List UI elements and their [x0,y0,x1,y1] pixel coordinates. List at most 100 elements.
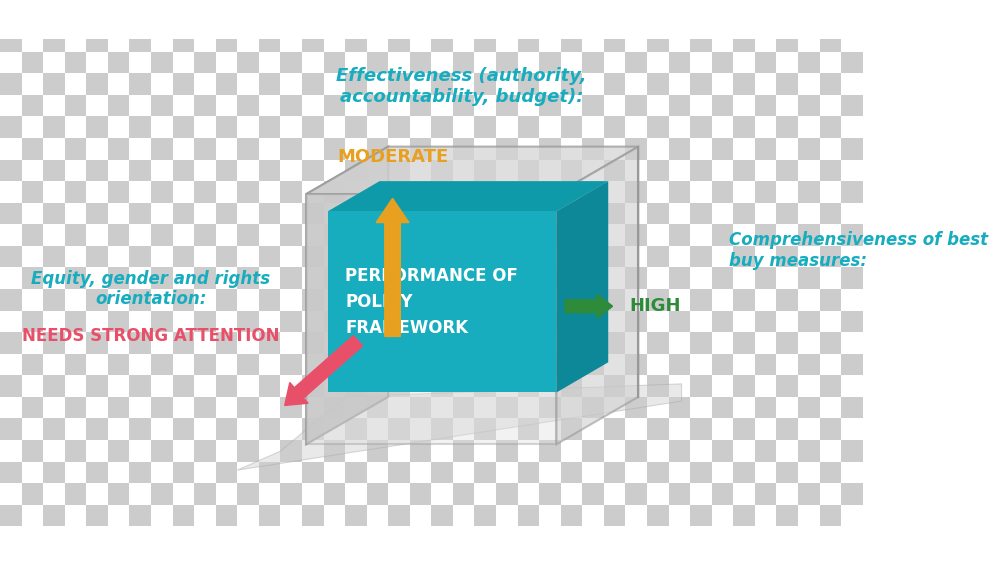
Bar [582,73,604,95]
Bar [539,397,561,418]
Bar [539,30,561,52]
Bar [841,116,863,138]
Bar [129,95,151,116]
Bar [388,397,410,418]
Bar [237,95,259,116]
Bar [712,418,733,440]
Bar [367,505,388,526]
Bar [625,203,647,224]
Bar [302,418,324,440]
Bar [129,289,151,311]
Bar [690,311,712,332]
Bar [863,267,884,289]
Bar [43,418,65,440]
Bar [798,116,820,138]
Bar [647,375,669,397]
Bar [625,505,647,526]
Bar [259,181,280,203]
Bar [216,311,237,332]
Bar [388,159,410,181]
Bar [669,418,690,440]
Bar [65,375,86,397]
Bar [863,462,884,483]
Bar [496,505,518,526]
Bar [518,8,539,30]
Bar [22,289,43,311]
Bar [625,440,647,462]
Bar [733,138,755,159]
Bar [776,440,798,462]
Bar [431,354,453,375]
Bar [129,267,151,289]
Bar [625,483,647,505]
Bar [647,311,669,332]
Bar [453,289,474,311]
Bar [65,505,86,526]
Bar [108,52,129,73]
Bar [216,289,237,311]
Bar [43,138,65,159]
Bar [194,462,216,483]
Bar [0,483,22,505]
Bar [65,397,86,418]
Bar [453,138,474,159]
Bar [108,483,129,505]
Bar [820,311,841,332]
Bar [884,116,906,138]
Bar [863,311,884,332]
Bar [582,267,604,289]
Bar [647,138,669,159]
Bar [431,375,453,397]
Bar [259,418,280,440]
Bar [345,116,367,138]
Bar [65,289,86,311]
Bar [798,267,820,289]
Bar [367,483,388,505]
Bar [65,224,86,246]
Bar [474,289,496,311]
Bar [561,73,582,95]
Bar [324,116,345,138]
Bar [733,30,755,52]
Bar [453,462,474,483]
Bar [561,8,582,30]
Bar [431,397,453,418]
Bar [712,483,733,505]
Bar [712,267,733,289]
Bar [863,332,884,354]
Bar [669,505,690,526]
Bar [129,52,151,73]
Bar [367,8,388,30]
Bar [474,52,496,73]
Bar [474,375,496,397]
Bar [539,116,561,138]
Bar [863,397,884,418]
Bar [0,116,22,138]
Bar [669,397,690,418]
Bar [0,375,22,397]
Bar [690,440,712,462]
Bar [151,159,173,181]
Bar [625,246,647,267]
Bar [173,116,194,138]
Bar [820,116,841,138]
Bar [129,311,151,332]
Bar [0,30,22,52]
Bar [798,418,820,440]
Bar [582,440,604,462]
Bar [625,116,647,138]
Bar [820,8,841,30]
Bar [625,138,647,159]
Bar [669,159,690,181]
Bar [259,30,280,52]
Bar [884,354,906,375]
Bar [410,375,431,397]
Bar [625,73,647,95]
Bar [712,73,733,95]
Bar [712,116,733,138]
Bar [669,224,690,246]
Bar [259,267,280,289]
Bar [539,181,561,203]
Bar [690,246,712,267]
Bar [431,8,453,30]
